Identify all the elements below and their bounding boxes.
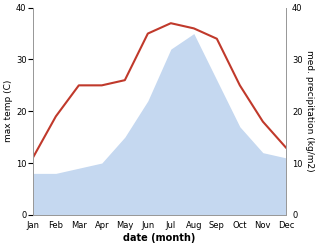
Y-axis label: max temp (C): max temp (C) [4, 80, 13, 143]
Y-axis label: med. precipitation (kg/m2): med. precipitation (kg/m2) [305, 50, 314, 172]
X-axis label: date (month): date (month) [123, 233, 196, 243]
